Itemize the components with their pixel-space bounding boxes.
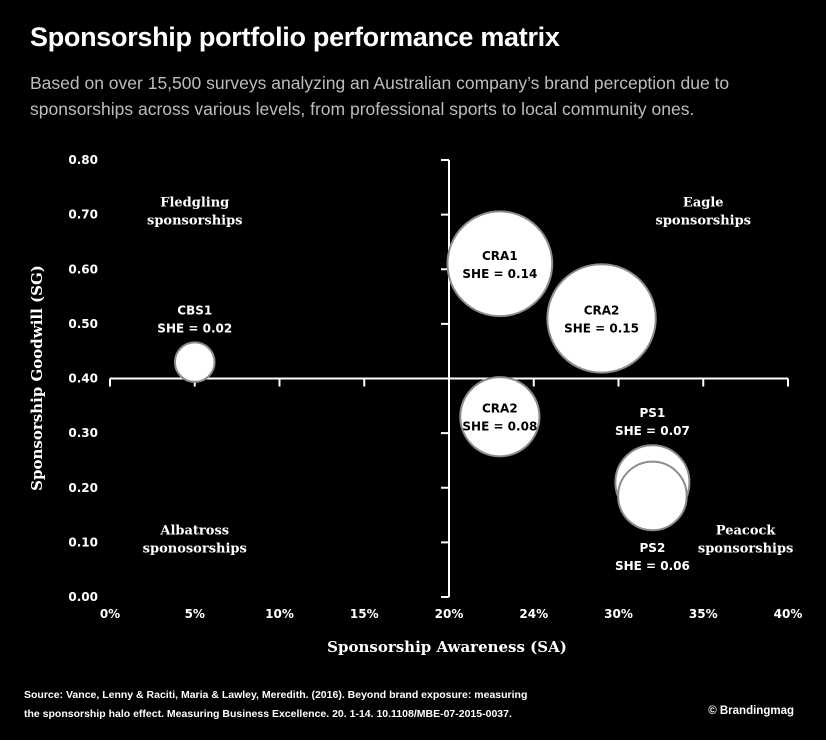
bubble-name-label: PS2 [640, 541, 666, 555]
y-tick-label: 0.10 [68, 535, 98, 549]
y-tick-label: 0.00 [68, 590, 98, 604]
quadrant-label-top-right-line2: sponsorships [656, 214, 752, 229]
bubble-cbs1: CBS1 SHE = 0.02 [157, 303, 232, 383]
page-title: Sponsorship portfolio performance matrix [30, 22, 560, 52]
bubble-name-label: CRA2 [482, 402, 518, 416]
bubble-name-label: CBS1 [177, 303, 212, 317]
y-tick-label: 0.20 [68, 481, 98, 495]
bubble-she-label: SHE = 0.15 [564, 321, 639, 335]
bubble-name-label: CRA1 [482, 249, 518, 263]
bubble-circle [173, 341, 216, 383]
axes: 0% 5% 10% 15% 20% 24% 30% 35% 40% 0.00 0.10 0.20 0.3… [68, 153, 802, 621]
y-axis-title: Sponsorship Goodwill (SG) [28, 265, 46, 491]
quadrant-labels: Fledgling sponsorships Eagle sponsorships Al… [143, 196, 794, 557]
bubble-circle [446, 210, 554, 318]
quadrant-label-bottom-right-line2: sponsorships [698, 541, 794, 556]
page-subtitle: Based on over 15,500 surveys analyzing a… [30, 73, 730, 119]
bubble-circle [617, 460, 688, 532]
y-tick-label: 0.70 [68, 208, 98, 222]
quadrant-label-bottom-right: Peacock [716, 523, 777, 538]
quadrant-label-top-left-line2: sponsorships [147, 214, 243, 229]
x-tick-label: 40% [774, 607, 803, 621]
bubble-circle [459, 376, 541, 458]
bubble-she-label: SHE = 0.07 [615, 424, 690, 438]
bubble-cra2: CRA2 SHE = 0.08 [459, 376, 541, 458]
source-line-1: Source: Vance, Lenny & Raciti, Maria & L… [24, 689, 528, 701]
y-tick-label: 0.60 [68, 262, 98, 276]
y-tick-label: 0.40 [68, 372, 98, 386]
bubble-cra2: CRA2 SHE = 0.15 [546, 263, 657, 374]
bubble-ps2: PS2 SHE = 0.06 [615, 460, 690, 573]
bubble-she-label: SHE = 0.14 [462, 267, 537, 281]
quadrant-label-top-right: Eagle [683, 196, 724, 211]
source-citation: Source: Vance, Lenny & Raciti, Maria & L… [24, 686, 527, 724]
bubble-name-label: PS1 [640, 406, 666, 420]
x-tick-label: 35% [689, 607, 718, 621]
x-tick-label: 5% [185, 607, 205, 621]
quadrant-label-bottom-left-line2: sponosorships [143, 541, 247, 556]
x-tick-label: 20% [435, 607, 464, 621]
quadrant-label-bottom-left: Albatross [159, 523, 229, 538]
credit: © Brandingmag [708, 705, 794, 717]
y-tick-label: 0.80 [68, 153, 98, 167]
bubble-name-label: CRA2 [584, 303, 620, 317]
x-tick-label: 0% [100, 607, 120, 621]
x-axis-title: Sponsorship Awareness (SA) [327, 638, 567, 656]
source-line-2: the sponsorship halo effect. Measuring B… [24, 708, 512, 720]
bubbles: CBS1 SHE = 0.02 CRA1 SHE = 0.14 CRA2 SHE = 0.… [157, 210, 691, 573]
bubble-cra1: CRA1 SHE = 0.14 [446, 210, 554, 318]
quadrant-label-top-left: Fledgling [160, 196, 229, 211]
y-tick-label: 0.50 [68, 317, 98, 331]
x-tick-label: 10% [265, 607, 294, 621]
x-tick-label: 24% [519, 607, 548, 621]
bubble-circle [546, 263, 657, 374]
bubble-she-label: SHE = 0.08 [462, 420, 537, 434]
bubble-she-label: SHE = 0.06 [615, 559, 690, 573]
y-tick-label: 0.30 [68, 426, 98, 440]
bubble-she-label: SHE = 0.02 [157, 321, 232, 335]
x-tick-label: 15% [350, 607, 379, 621]
x-tick-label: 30% [604, 607, 633, 621]
